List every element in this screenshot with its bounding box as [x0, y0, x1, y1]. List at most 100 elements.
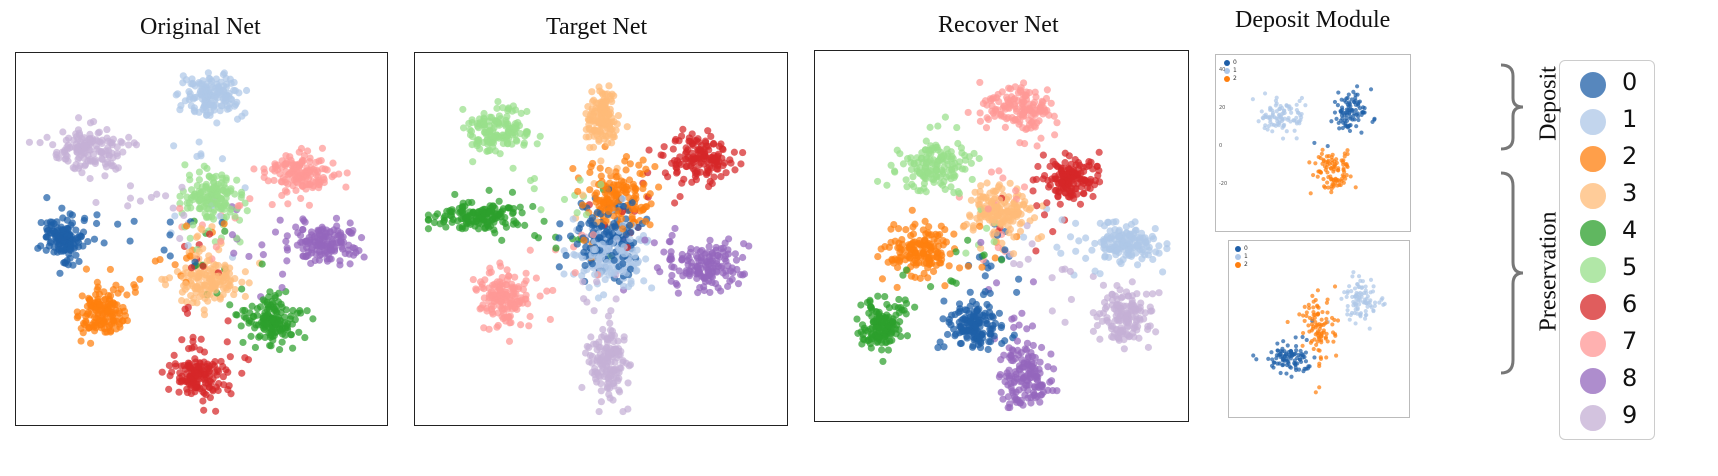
scatter-point-class-7	[469, 276, 477, 284]
scatter-point-class-4	[885, 322, 893, 330]
scatter-point-class-2	[945, 262, 953, 270]
scatter-point-class-6	[727, 159, 735, 167]
scatter-point-class-6	[1094, 171, 1102, 180]
scatter-point-class-6	[1057, 166, 1065, 174]
scatter-point-class-1	[1277, 112, 1282, 117]
scatter-point-class-1	[191, 108, 199, 116]
scatter-point-class-2	[916, 241, 924, 249]
scatter-point-class-9	[1048, 274, 1056, 282]
scatter-point-class-0	[581, 261, 589, 270]
scatter-point-class-9	[587, 333, 595, 341]
scatter-point-class-0	[947, 311, 956, 319]
scatter-point-class-3	[976, 187, 984, 196]
scatter-point-class-2	[628, 213, 636, 221]
scatter-point-class-4	[266, 341, 274, 350]
scatter-point-class-7	[976, 78, 984, 87]
scatter-point-class-2	[94, 283, 102, 291]
scatter-point-class-2	[87, 339, 95, 347]
scatter-point-class-1	[242, 86, 251, 95]
scatter-point-class-3	[1025, 206, 1034, 214]
scatter-point-class-5	[176, 199, 184, 208]
scatter-point-class-2	[182, 222, 191, 230]
scatter-point-class-5	[222, 176, 230, 184]
scatter-point-class-5	[937, 153, 945, 161]
scatter-point-class-4	[449, 215, 457, 224]
scatter-point-class-3	[1017, 218, 1026, 227]
scatter-point-class-9	[597, 387, 605, 395]
title-original-net: Original Net	[140, 14, 261, 40]
scatter-point-class-6	[1032, 175, 1041, 183]
scatter-point-class-2	[626, 160, 634, 168]
scatter-point-class-8	[687, 244, 695, 253]
scatter-point-class-8	[1024, 352, 1033, 361]
scatter-point-class-9	[169, 204, 177, 212]
scatter-point-class-4	[265, 293, 273, 301]
scatter-point-class-5	[899, 160, 908, 168]
scatter-point-class-7	[335, 170, 343, 178]
scatter-point-class-0	[63, 216, 71, 224]
scatter-point-class-7	[994, 244, 1002, 252]
scatter-point-class-9	[612, 295, 620, 303]
panel-target-net	[414, 52, 788, 426]
scatter-point-class-5	[474, 122, 482, 130]
scatter-point-class-1	[578, 254, 586, 262]
scatter-point-class-8	[1007, 352, 1015, 360]
scatter-point-class-3	[193, 299, 201, 307]
scatter-point-class-4	[927, 283, 935, 291]
scatter-point-class-1	[1250, 97, 1255, 102]
scatter-point-class-5	[468, 141, 476, 149]
scatter-point-class-1	[1088, 246, 1096, 254]
scatter-point-class-1	[219, 70, 227, 79]
scatter-point-class-4	[897, 332, 905, 341]
scatter-point-class-9	[1133, 290, 1141, 298]
scatter-point-class-0	[974, 337, 983, 345]
scatter-point-class-7	[217, 237, 225, 245]
scatter-point-class-1	[1149, 255, 1157, 264]
scatter-point-class-3	[998, 221, 1006, 229]
scatter-point-class-5	[934, 146, 942, 154]
scatter-point-class-8	[283, 244, 291, 252]
scatter-point-class-7	[477, 304, 485, 312]
scatter-point-class-7	[503, 266, 511, 274]
scatter-point-class-6	[1034, 162, 1042, 171]
scatter-point-class-2	[617, 177, 626, 185]
scatter-point-class-7	[1043, 86, 1051, 94]
scatter-point-class-5	[530, 185, 538, 193]
scatter-point-class-8	[1005, 372, 1014, 380]
scatter-point-class-5	[467, 127, 476, 135]
scatter-point-class-9	[1128, 299, 1136, 307]
scatter-point-class-6	[213, 366, 221, 374]
scatter-point-class-3	[241, 268, 249, 276]
scatter-point-class-6	[1064, 164, 1073, 172]
scatter-point-class-3	[608, 97, 616, 106]
scatter-point-class-1	[633, 246, 641, 254]
scatter-point-class-7	[508, 291, 517, 300]
scatter-point-class-8	[731, 250, 739, 258]
scatter-point-class-7	[589, 231, 597, 239]
scatter-point-class-1	[1303, 103, 1308, 108]
scatter-point-class-8	[674, 289, 682, 297]
scatter-point-class-7	[497, 298, 505, 306]
scatter-point-class-1	[1298, 113, 1303, 118]
scatter-point-class-2	[878, 275, 887, 283]
scatter-point-class-5	[537, 206, 545, 214]
scatter-point-class-7	[309, 183, 317, 192]
scatter-point-class-8	[1038, 343, 1046, 352]
scatter-point-class-9	[125, 133, 133, 141]
scatter-point-class-8	[1014, 346, 1022, 354]
scatter-point-class-6	[1032, 247, 1040, 255]
scatter-point-class-5	[231, 212, 239, 220]
scatter-point-class-4	[501, 219, 509, 227]
scatter-point-class-3	[988, 197, 996, 206]
scatter-point-class-0	[975, 316, 983, 324]
scatter-point-class-9	[624, 379, 632, 387]
scatter-point-class-9	[604, 336, 612, 344]
scatter-point-class-7	[964, 108, 972, 117]
scatter-point-class-0	[961, 314, 969, 322]
scatter-point-class-3	[966, 213, 974, 221]
scatter-point-class-2	[617, 215, 625, 223]
scatter-point-class-8	[708, 249, 716, 257]
scatter-point-class-2	[182, 254, 191, 262]
scatter-point-class-1	[218, 155, 227, 163]
scatter-point-class-2	[606, 179, 614, 187]
